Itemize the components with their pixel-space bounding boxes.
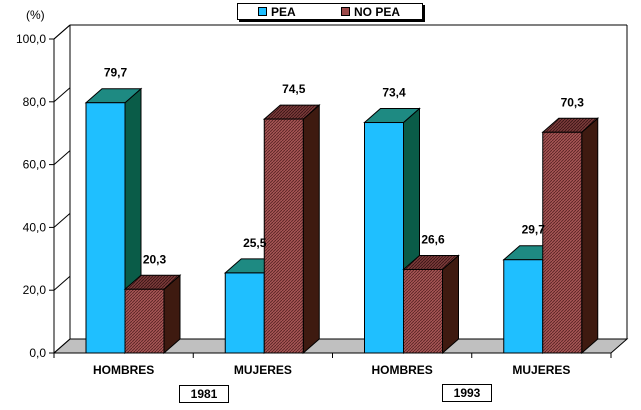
chart-labels: 79,7 20,3 25,5 74,5 73,4 26,6 29,7 70,3 <box>104 66 584 267</box>
bar-no-pea-3-side <box>581 117 599 355</box>
y-grid-diagonal <box>53 150 71 165</box>
y-grid-diagonal <box>53 213 71 228</box>
data-label: 20,3 <box>143 252 167 266</box>
bar-no-pea-1 <box>263 118 304 354</box>
data-label: 74,5 <box>282 82 306 96</box>
legend-swatch-no-pea <box>341 7 350 16</box>
y-tick-label: 80,0 <box>23 95 47 109</box>
y-grid-diagonal <box>53 87 71 103</box>
bar-no-pea-1-side <box>302 103 320 355</box>
y-tick-label: 20,0 <box>23 283 47 297</box>
y-grid-diagonal <box>53 338 71 354</box>
bar-no-pea-0 <box>124 288 165 354</box>
bar-no-pea-2 <box>403 268 443 354</box>
data-label: 79,7 <box>104 66 128 80</box>
y-tick-label: 60,0 <box>23 158 47 172</box>
year-label-1993: 1993 <box>442 384 492 402</box>
x-tick-label: HOMBRES <box>371 363 432 377</box>
bar-no-pea-2-side <box>442 254 459 355</box>
bar-no-pea-3 <box>542 131 583 354</box>
bar-pea-3 <box>503 259 544 354</box>
data-label: 25,5 <box>243 236 267 250</box>
x-tick-label: MUJERES <box>234 363 292 377</box>
data-label: 70,3 <box>561 95 585 109</box>
y-tick-label: 100,0 <box>16 32 46 46</box>
chart-legend: PEA NO PEA <box>237 3 423 20</box>
legend-label-pea: PEA <box>271 5 296 19</box>
x-tick-label: HOMBRES <box>93 363 154 377</box>
year-label-1981: 1981 <box>179 385 229 403</box>
bar-pea-1 <box>224 272 265 354</box>
y-grid-diagonal <box>53 24 71 40</box>
bar-pea-2 <box>364 122 404 354</box>
data-label: 29,7 <box>522 223 546 237</box>
data-label: 26,6 <box>421 232 445 246</box>
legend-swatch-pea <box>258 7 267 16</box>
y-axis-line <box>53 24 71 353</box>
chart-axes: 0,0 20,0 40,0 60,0 80,0 100,0 HOMBRES MUJERES HO… <box>16 24 629 377</box>
chart-bars <box>84 87 600 355</box>
bar-pea-0 <box>85 102 126 354</box>
legend-label-no-pea: NO PEA <box>354 5 401 19</box>
x-tick-label: MUJERES <box>512 363 570 377</box>
y-tick-label: 40,0 <box>23 220 47 234</box>
y-axis-unit-label: (%) <box>26 8 45 22</box>
y-grid-diagonal <box>53 275 71 291</box>
data-label: 73,4 <box>382 86 406 100</box>
y-tick-label: 0,0 <box>29 346 46 360</box>
